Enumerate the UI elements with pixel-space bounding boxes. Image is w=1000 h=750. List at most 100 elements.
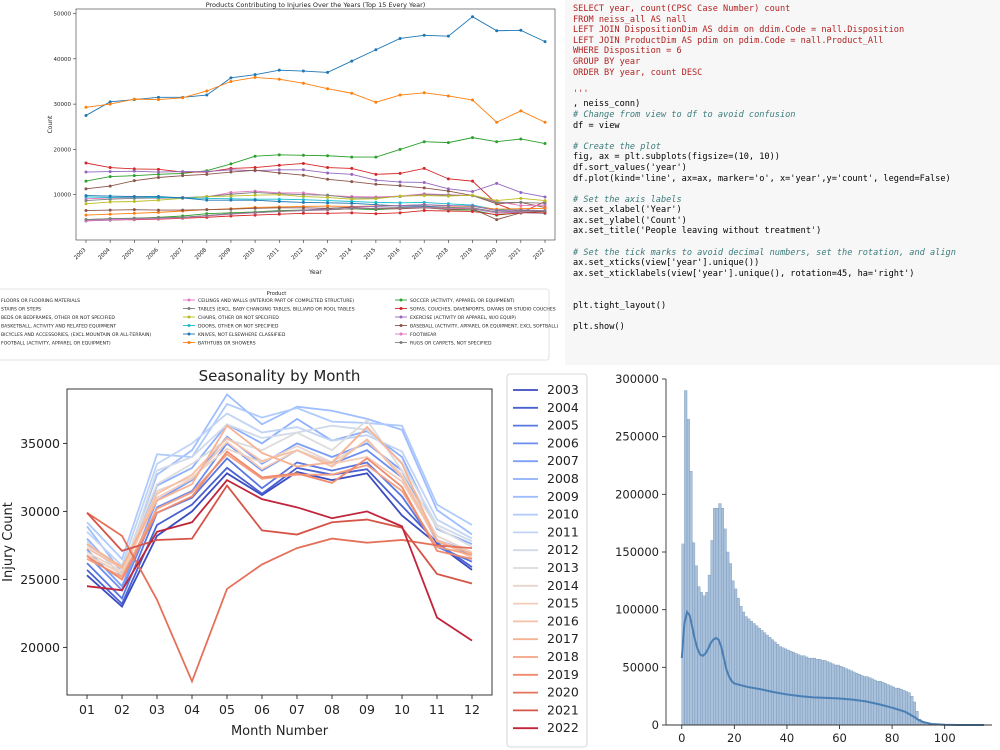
- legend-marker: [187, 307, 191, 310]
- histogram-bar: [823, 660, 827, 726]
- series-marker: [108, 194, 112, 198]
- products-line-chart: Products Contributing to Injuries Over t…: [0, 1, 558, 361]
- legend-label: BICYCLES AND ACCESSORIES, (EXCL.MOUNTAIN…: [1, 332, 151, 338]
- histogram-bar: [894, 687, 898, 726]
- histogram-bar: [739, 606, 743, 726]
- legend-label: 2007: [547, 453, 579, 468]
- series-marker: [277, 197, 281, 201]
- histogram-chart: 0 50000 100000 150000 200000 250000 300000 0 20 4…: [615, 372, 992, 745]
- series-marker: [374, 178, 378, 182]
- series-marker: [519, 209, 523, 213]
- legend-label: CEILINGS AND WALLS (INTERIOR PART OF COM…: [198, 298, 354, 304]
- histogram-bar: [757, 627, 761, 726]
- y-tick-label: 250000: [615, 430, 659, 444]
- x-tick-label: 02: [114, 702, 130, 717]
- series-marker: [374, 206, 378, 210]
- series-marker: [229, 194, 233, 198]
- histogram-bar: [807, 657, 811, 726]
- code-line: df = view: [573, 120, 620, 131]
- series-marker: [422, 166, 426, 170]
- code-line: ax.set_xticklabels(view['year'].unique()…: [573, 268, 915, 279]
- series-line: [86, 466, 473, 606]
- series-marker: [471, 179, 475, 183]
- legend-label: 2004: [547, 400, 579, 415]
- series-marker: [181, 174, 185, 178]
- series-marker: [181, 196, 185, 200]
- histogram-bar: [889, 685, 893, 726]
- histogram-bar: [884, 683, 888, 726]
- histogram-bar: [770, 639, 774, 726]
- x-tick-label: 03: [149, 702, 165, 717]
- legend-label: STAIRS OR STEPS: [1, 307, 41, 313]
- series-marker: [84, 194, 88, 198]
- legend-label: 2015: [547, 596, 579, 611]
- legend-label: BASKETBALL, ACTIVITY AND RELATED EQUIPME…: [1, 324, 116, 330]
- series-marker: [471, 15, 475, 19]
- series-marker: [495, 120, 499, 124]
- legend-marker: [399, 307, 403, 310]
- series-marker: [422, 140, 426, 144]
- series-line: [86, 418, 473, 570]
- series-marker: [398, 184, 402, 188]
- legend-label: EXERCISE (ACTIVITY OR APPAREL, W/O EQUIP…: [410, 315, 516, 321]
- series-marker: [301, 161, 305, 165]
- legend-marker: [399, 341, 403, 344]
- legend-label: 2016: [547, 613, 579, 628]
- y-tick-label: 0: [652, 718, 659, 732]
- y-tick-label: 30000: [54, 102, 72, 108]
- histogram-bar: [765, 634, 769, 726]
- series-marker: [301, 173, 305, 177]
- series-marker: [350, 166, 354, 170]
- histogram-bar: [886, 684, 890, 726]
- legend-label: 2022: [547, 720, 579, 735]
- series-marker: [301, 206, 305, 210]
- series-marker: [326, 208, 330, 212]
- histogram-bar: [802, 655, 806, 726]
- series-marker: [326, 87, 330, 91]
- legend-label: 2011: [547, 524, 579, 539]
- series-marker: [301, 195, 305, 199]
- histogram-bar: [789, 651, 793, 726]
- histogram-bar: [773, 641, 777, 726]
- legend-label: 2009: [547, 489, 579, 504]
- x-axis-label: Month Number: [231, 724, 329, 739]
- series-marker: [471, 98, 475, 102]
- x-tick-label: 09: [359, 702, 375, 717]
- histogram-bar: [828, 662, 832, 726]
- legend-label: KNIVES, NOT ELSEWHERE CLASSIFIED: [198, 332, 286, 338]
- series-line: [85, 169, 546, 198]
- histogram-bar: [815, 659, 819, 726]
- histogram-bar: [686, 419, 690, 726]
- series-marker: [84, 170, 88, 174]
- histogram-bar: [728, 563, 732, 726]
- series-marker: [422, 209, 426, 213]
- code-line: LEFT JOIN ProductDim AS pdim on pdim.Cod…: [573, 35, 884, 46]
- histogram-bar: [905, 691, 909, 726]
- legend-label: 2003: [547, 382, 579, 397]
- x-tick-label: 2015: [363, 247, 377, 261]
- code-line: ORDER BY year, count DESC: [573, 67, 703, 78]
- series-marker: [108, 170, 112, 174]
- y-tick-label: 25000: [20, 572, 60, 587]
- y-tick-label: 40000: [54, 57, 72, 63]
- series-marker: [156, 170, 160, 174]
- series-marker: [543, 40, 547, 44]
- series-marker: [519, 28, 523, 32]
- histogram-bar: [820, 660, 824, 726]
- y-tick-label: 50000: [54, 12, 72, 18]
- code-line: plt.tight_layout(): [573, 300, 667, 311]
- code-line: [573, 237, 1000, 248]
- series-marker: [519, 109, 523, 113]
- x-tick-label: 12: [464, 702, 480, 717]
- x-tick-label: 40: [780, 731, 795, 745]
- code-line: [573, 78, 1000, 89]
- x-tick-label: 0: [678, 731, 685, 745]
- series-marker: [253, 210, 257, 214]
- series-marker: [374, 172, 378, 176]
- x-tick-label: 2009: [218, 247, 232, 261]
- histogram-bar: [847, 669, 851, 726]
- code-line: # Set the axis labels: [573, 194, 682, 205]
- legend-label: BEDS OR BEDFRAMES, OTHER OR NOT SPECIFIE…: [1, 315, 115, 321]
- histogram-bar: [736, 597, 740, 726]
- histogram-bar: [726, 551, 730, 726]
